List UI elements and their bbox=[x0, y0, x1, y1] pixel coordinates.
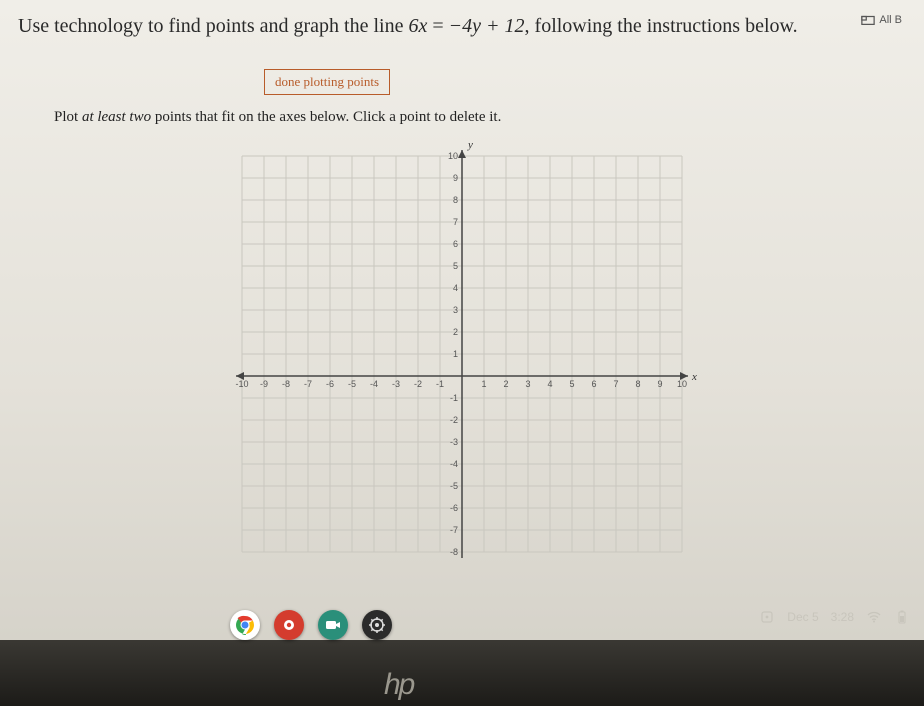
svg-text:7: 7 bbox=[613, 379, 618, 389]
svg-text:10: 10 bbox=[448, 151, 458, 161]
plot-instruction: Plot at least two points that fit on the… bbox=[54, 109, 906, 126]
svg-text:8: 8 bbox=[635, 379, 640, 389]
top-row: Use technology to find points and graph … bbox=[18, 12, 906, 41]
bookmark-button[interactable]: All B bbox=[857, 12, 906, 28]
svg-text:-6: -6 bbox=[450, 503, 458, 513]
equation-eq: = bbox=[427, 15, 448, 37]
equation-lhs: 6x bbox=[408, 15, 427, 37]
svg-text:-6: -6 bbox=[326, 379, 334, 389]
tray-time: 3:28 bbox=[831, 610, 854, 624]
svg-text:-8: -8 bbox=[450, 547, 458, 557]
camera-icon[interactable] bbox=[318, 610, 348, 640]
svg-text:x: x bbox=[691, 371, 697, 383]
bookmark-icon bbox=[861, 14, 875, 26]
svg-text:-2: -2 bbox=[414, 379, 422, 389]
question-text: Use technology to find points and graph … bbox=[18, 12, 857, 41]
svg-text:3: 3 bbox=[453, 305, 458, 315]
svg-text:-3: -3 bbox=[392, 379, 400, 389]
svg-text:7: 7 bbox=[453, 217, 458, 227]
svg-text:4: 4 bbox=[547, 379, 552, 389]
chrome-icon[interactable] bbox=[230, 610, 260, 640]
svg-text:4: 4 bbox=[453, 283, 458, 293]
svg-text:2: 2 bbox=[503, 379, 508, 389]
instruction-post: points that fit on the axes below. Click… bbox=[151, 109, 501, 125]
svg-text:3: 3 bbox=[525, 379, 530, 389]
instruction-pre: Plot bbox=[54, 109, 82, 125]
svg-text:-9: -9 bbox=[260, 379, 268, 389]
svg-text:-8: -8 bbox=[282, 379, 290, 389]
equation-rhs: −4y + 12 bbox=[449, 15, 525, 37]
taskbar: Dec 5 3:28 bbox=[0, 640, 924, 706]
svg-text:5: 5 bbox=[453, 261, 458, 271]
svg-text:-10: -10 bbox=[235, 379, 248, 389]
instruction-emph: at least two bbox=[82, 109, 151, 125]
device-brand-logo: hp bbox=[384, 668, 413, 702]
app-screen: Use technology to find points and graph … bbox=[0, 0, 924, 640]
coordinate-grid[interactable]: x y -10 -9 -8 -7 -6 -5 -4 -3 -2 -1 1 2 3 4 5 6 7 8 9 10 1 2 3 4 5 6… bbox=[224, 138, 700, 570]
svg-text:5: 5 bbox=[569, 379, 574, 389]
battery-icon[interactable] bbox=[894, 610, 910, 624]
question-suffix: , following the instructions below. bbox=[525, 15, 798, 37]
svg-text:1: 1 bbox=[453, 349, 458, 359]
settings-icon[interactable] bbox=[362, 610, 392, 640]
svg-text:1: 1 bbox=[481, 379, 486, 389]
svg-text:2: 2 bbox=[453, 327, 458, 337]
svg-text:6: 6 bbox=[453, 239, 458, 249]
svg-text:-5: -5 bbox=[450, 481, 458, 491]
svg-text:8: 8 bbox=[453, 195, 458, 205]
system-tray[interactable]: Dec 5 3:28 bbox=[759, 610, 910, 624]
svg-text:9: 9 bbox=[657, 379, 662, 389]
svg-text:-1: -1 bbox=[436, 379, 444, 389]
chart-container: x y -10 -9 -8 -7 -6 -5 -4 -3 -2 -1 1 2 3 4 5 6 7 8 9 10 1 2 3 4 5 6… bbox=[18, 138, 906, 570]
svg-text:-4: -4 bbox=[450, 459, 458, 469]
svg-text:10: 10 bbox=[677, 379, 687, 389]
svg-text:-5: -5 bbox=[348, 379, 356, 389]
svg-text:-1: -1 bbox=[450, 393, 458, 403]
taskbar-apps bbox=[230, 610, 392, 640]
wifi-icon[interactable] bbox=[866, 610, 882, 624]
svg-text:-7: -7 bbox=[450, 525, 458, 535]
svg-text:9: 9 bbox=[453, 173, 458, 183]
svg-text:y: y bbox=[467, 139, 473, 151]
tray-date: Dec 5 bbox=[787, 610, 818, 624]
svg-text:-4: -4 bbox=[370, 379, 378, 389]
svg-text:-3: -3 bbox=[450, 437, 458, 447]
notifications-icon[interactable] bbox=[759, 610, 775, 624]
svg-text:-7: -7 bbox=[304, 379, 312, 389]
record-icon[interactable] bbox=[274, 610, 304, 640]
svg-text:-2: -2 bbox=[450, 415, 458, 425]
question-prefix: Use technology to find points and graph … bbox=[18, 15, 408, 37]
bookmark-label: All B bbox=[879, 14, 902, 26]
done-plotting-button[interactable]: done plotting points bbox=[264, 69, 390, 95]
svg-text:6: 6 bbox=[591, 379, 596, 389]
